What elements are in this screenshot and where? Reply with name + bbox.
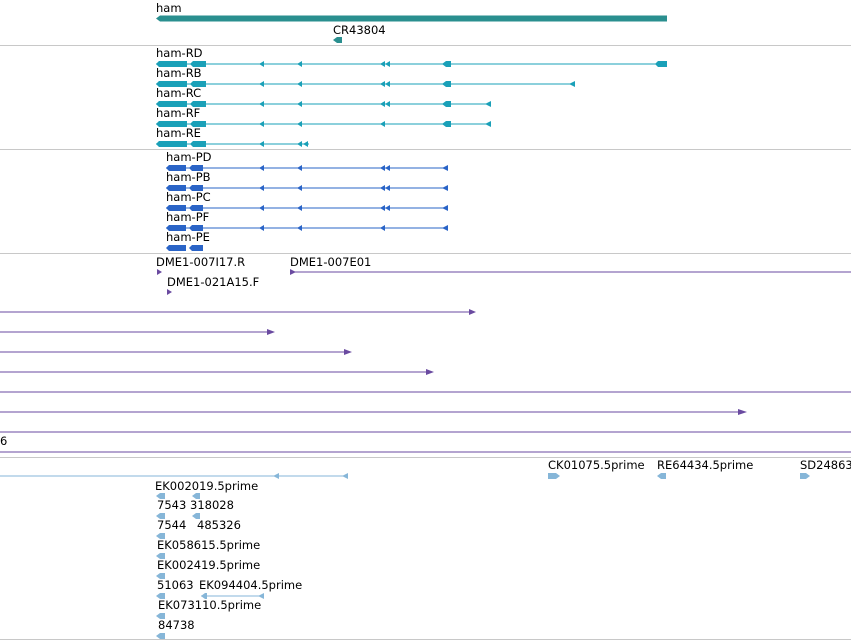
est-label: EK094404.5prime — [199, 578, 302, 592]
transcript-row[interactable]: ham-RB — [156, 66, 575, 87]
est-label: 7543 — [157, 498, 186, 512]
protein-label: ham-PC — [166, 190, 211, 204]
est-feature[interactable]: SD24863 — [800, 458, 851, 479]
track-dividers — [0, 45, 851, 640]
protein-label: ham-PF — [166, 210, 209, 224]
est-feature[interactable]: EK002019.5prime — [155, 479, 258, 499]
gene-label: ham — [156, 1, 182, 15]
est-feature[interactable]: RE64434.5prime — [657, 458, 753, 479]
transcripts-track: ham-RD ham-RB ham-RC — [156, 46, 667, 147]
protein-label: ham-PD — [166, 150, 212, 164]
clones-track: DME1-007I17.R DME1-007E01 DME1-021A15.F … — [0, 255, 851, 453]
protein-row[interactable]: ham-PF — [166, 210, 448, 231]
est-feature[interactable]: 84738 — [156, 618, 195, 639]
est-label: EK002019.5prime — [155, 479, 258, 493]
protein-row[interactable]: ham-PE — [166, 230, 210, 251]
est-label: EK058615.5prime — [157, 538, 260, 552]
protein-row[interactable]: ham-PD — [166, 150, 448, 171]
ncrna-label: CR43804 — [333, 23, 386, 37]
transcript-row[interactable]: ham-RD — [156, 46, 667, 67]
transcript-label: ham-RB — [156, 66, 202, 80]
protein-label: ham-PE — [166, 230, 210, 244]
est-feature[interactable] — [0, 473, 348, 479]
est-label: CK01075.5prime — [548, 458, 645, 472]
transcript-label: ham-RD — [156, 46, 203, 60]
est-label: 51063 — [157, 578, 194, 592]
transcript-row[interactable]: ham-RF — [156, 106, 491, 127]
clone-feature[interactable] — [0, 369, 434, 375]
ests-track: CK01075.5prime RE64434.5prime SD24863 EK… — [0, 458, 851, 639]
transcript-label: ham-RE — [156, 126, 201, 140]
est-label: SD24863 — [800, 458, 851, 472]
est-feature[interactable]: 7543 318028 — [156, 498, 234, 519]
clone-label: DME1-007E01 — [290, 255, 371, 269]
est-label: EK073110.5prime — [158, 598, 261, 612]
gene-glyph — [156, 15, 667, 22]
transcript-row[interactable]: ham-RE — [156, 126, 309, 147]
clone-feature[interactable] — [0, 309, 476, 315]
est-label: EK002419.5prime — [157, 558, 260, 572]
est-feature[interactable]: EK058615.5prime — [156, 538, 260, 559]
est-feature[interactable]: EK002419.5prime — [156, 558, 260, 579]
est-label: 84738 — [158, 618, 195, 632]
est-label: 7544 — [157, 518, 186, 532]
est-label: RE64434.5prime — [657, 458, 753, 472]
clone-feature[interactable]: DME1-007E01 — [290, 255, 851, 275]
est-feature[interactable]: EK073110.5prime — [156, 598, 261, 619]
clone-feature[interactable] — [0, 409, 747, 415]
ncrna-glyph — [333, 37, 342, 43]
protein-label: ham-PB — [166, 170, 211, 184]
proteins-track: ham-PD ham-PB ham-PC ham-PF — [166, 150, 448, 251]
est-feature[interactable]: 51063 EK094404.5prime — [156, 578, 302, 599]
clone-feature[interactable]: DME1-007I17.R — [156, 255, 245, 275]
est-label: 485326 — [197, 518, 241, 532]
protein-row[interactable]: ham-PC — [166, 190, 448, 211]
clone-feature[interactable]: DME1-021A15.F — [167, 275, 259, 295]
clone-label: 6 — [0, 434, 7, 448]
transcript-label: ham-RF — [156, 106, 200, 120]
clone-feature[interactable] — [0, 329, 275, 335]
est-feature[interactable]: CK01075.5prime — [548, 458, 645, 479]
clone-label: DME1-007I17.R — [156, 255, 245, 269]
protein-row[interactable]: ham-PB — [166, 170, 448, 191]
clone-label: DME1-021A15.F — [167, 275, 259, 289]
gene-feature-ham[interactable]: ham — [156, 1, 667, 22]
transcript-row[interactable]: ham-RC — [156, 86, 491, 107]
est-feature[interactable]: 7544 485326 — [156, 518, 241, 539]
clone-feature[interactable] — [0, 349, 352, 355]
ncrna-feature[interactable]: CR43804 — [333, 23, 386, 43]
est-label: 318028 — [190, 498, 234, 512]
transcript-label: ham-RC — [156, 86, 201, 100]
